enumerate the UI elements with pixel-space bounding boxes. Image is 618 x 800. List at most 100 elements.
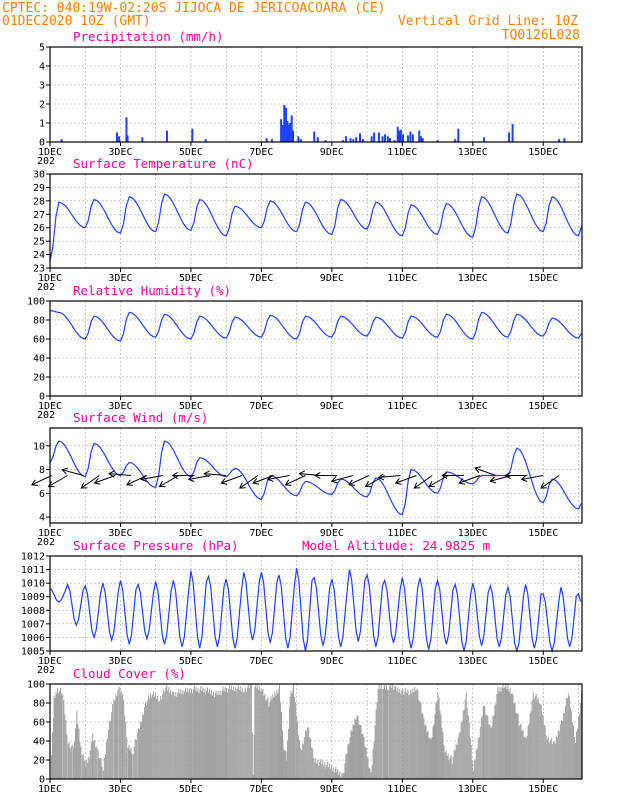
cloud-bar [500, 691, 502, 779]
cloud-bar [421, 712, 423, 779]
cloud-bar [450, 754, 452, 779]
cloud-bar [294, 696, 296, 779]
cloud-bar [491, 726, 493, 779]
y-tick-label: 3 [39, 81, 45, 92]
y-tick-label: 27 [33, 210, 45, 221]
cloud-bar [65, 720, 67, 779]
cloud-bar [89, 750, 91, 779]
cloud-bar [451, 763, 453, 779]
y-tick-label: 1005 [21, 647, 45, 658]
cloud-bar [277, 693, 279, 779]
cloud-bar [98, 758, 100, 779]
y-tick-label: 24 [33, 250, 45, 261]
cloud-bar [226, 687, 228, 779]
cloud-bar [219, 690, 221, 779]
cloud-bar [220, 695, 222, 779]
y-tick-label: 80 [33, 699, 45, 710]
cloud-bar [183, 694, 185, 779]
cloud-bar [242, 692, 244, 779]
cloud-bar [283, 749, 285, 779]
cloud-bar [114, 701, 116, 779]
cloud-bar [234, 690, 236, 779]
cloud-bar [59, 690, 61, 779]
cloud-bar [530, 710, 532, 779]
cloud-bar [122, 693, 124, 779]
precip-bar [402, 134, 405, 142]
cloud-bar [534, 696, 536, 779]
cloud-bar [379, 688, 381, 779]
cloud-bar [250, 684, 252, 779]
cloud-bar [331, 770, 333, 779]
y-tick-label: 8 [39, 465, 45, 476]
cloud-bar [553, 741, 555, 779]
cloud-bar [332, 767, 334, 779]
x-tick-label: 13DEC [458, 528, 488, 539]
x-tick-label: 9DEC [320, 784, 344, 795]
wind-vector-head [30, 479, 38, 486]
cloud-bar [353, 725, 355, 779]
cloud-bar [149, 698, 151, 779]
cloud-bar [191, 693, 193, 779]
cloud-bar [160, 695, 162, 779]
y-tick-label: 1007 [21, 619, 45, 630]
cloud-bar [408, 694, 410, 779]
series-line [49, 193, 582, 262]
cloud-bar [104, 754, 106, 779]
wind-vector [331, 475, 354, 482]
cloud-bar [490, 727, 492, 779]
cloud-bar [447, 753, 449, 779]
cloud-bar [499, 687, 501, 779]
cloud-bar [461, 720, 463, 779]
cloud-bar [97, 749, 99, 779]
cloud-bar [430, 739, 432, 779]
cloud-bar [369, 768, 371, 779]
wind-vector-head [474, 466, 481, 473]
y-tick-label: 1 [39, 119, 45, 130]
cloud-bar [71, 744, 73, 779]
cloud-bar [388, 689, 390, 779]
cloud-bar [206, 690, 208, 779]
precip-bar [285, 107, 288, 142]
cloud-bar [286, 760, 288, 779]
cloud-bar [579, 703, 581, 779]
cloud-bar [53, 718, 54, 779]
cloud-bar [203, 692, 205, 779]
cloud-bar [329, 768, 331, 779]
cloud-bar [338, 774, 340, 779]
cloud-bar [209, 688, 211, 779]
cloud-bar [288, 728, 290, 779]
cloud-bar [94, 740, 96, 779]
cloud-bar [88, 759, 90, 779]
precip-bar [283, 104, 286, 142]
cloud-bar [509, 688, 511, 779]
cloud-bar [545, 735, 547, 779]
y-tick-label: 20 [33, 756, 45, 767]
cloud-bar [181, 694, 183, 779]
cloud-bar [185, 692, 187, 779]
cloud-bar [549, 740, 551, 779]
cloud-bar [326, 761, 328, 779]
cloud-bar [365, 747, 367, 779]
cloud-bar [233, 686, 235, 779]
precip-bar [355, 137, 358, 142]
precip-bar [165, 130, 168, 142]
cloud-bar [531, 700, 533, 779]
wind-vector-head [394, 478, 402, 485]
cloud-bar [513, 703, 515, 779]
cloud-bar [53, 695, 55, 779]
cloud-bar [261, 690, 263, 779]
cloud-bar [569, 708, 571, 779]
cloud-bar [134, 739, 136, 779]
cloud-bar [313, 758, 315, 779]
cloud-bar [559, 724, 561, 779]
cloud-bar [113, 699, 115, 779]
cloud-bar [336, 772, 338, 779]
panel-wind: 4 6 8 10 Surface Wind (m/s) 1DEC 3DEC 5DEC 7DEC 9… [30, 410, 583, 548]
cloud-bar [64, 714, 66, 779]
cloud-bar [194, 690, 196, 779]
x-tick-label: 5DEC [179, 147, 203, 158]
cloud-bar [54, 697, 56, 779]
cloud-bar [522, 730, 524, 779]
cloud-bar [457, 737, 459, 779]
cloud-bar [424, 725, 426, 779]
